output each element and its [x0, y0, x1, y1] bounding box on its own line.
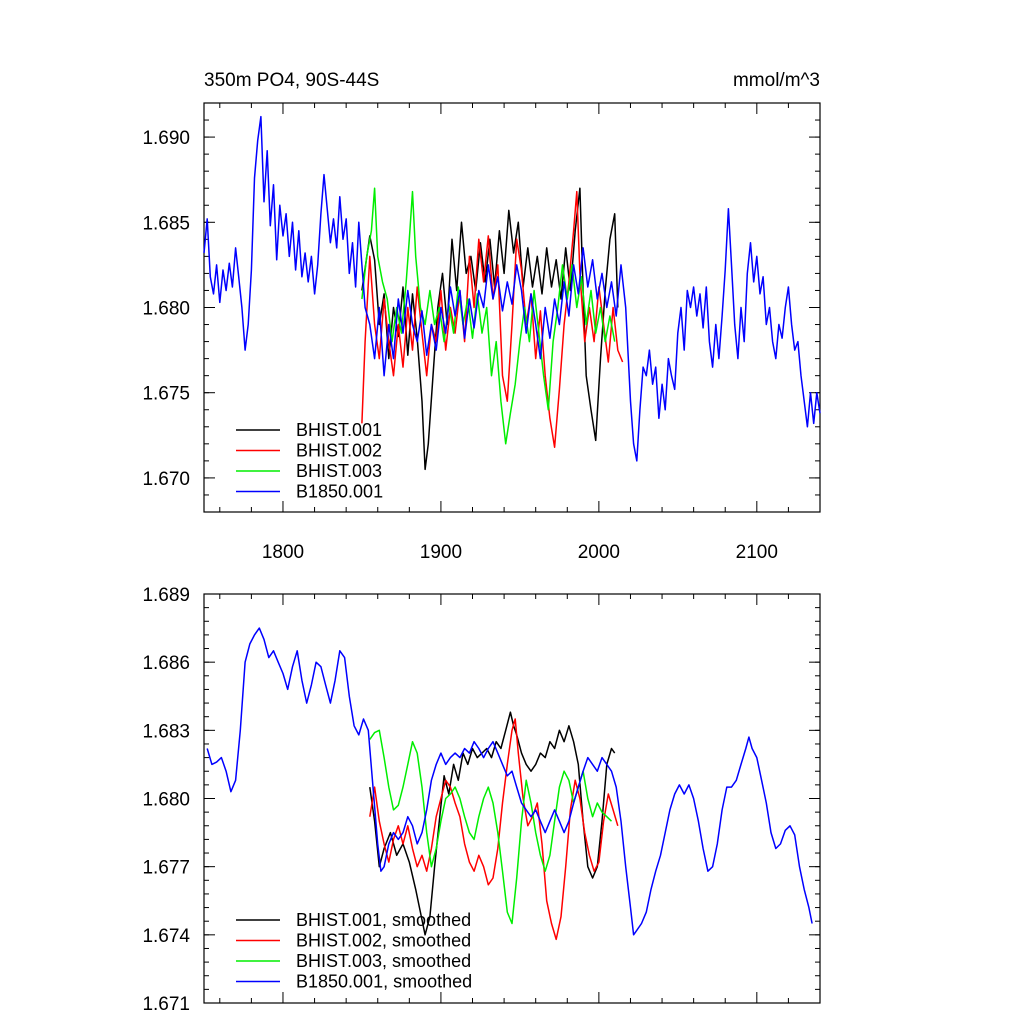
y-tick-label: 1.675 — [142, 384, 190, 405]
y-tick-label: 1.680 — [142, 790, 190, 811]
y-tick-label: 1.674 — [142, 926, 190, 947]
legend-label: BHIST.003, smoothed — [296, 951, 471, 971]
series-line-bhist-003-smoothed — [369, 729, 613, 925]
y-tick-label: 1.677 — [142, 858, 190, 879]
y-tick-label: 1.671 — [142, 994, 190, 1015]
units-label: mmol/m^3 — [733, 70, 820, 91]
x-tick-label: 1800 — [262, 542, 304, 563]
legend-label: B1850.001 — [296, 482, 383, 502]
legend-label: B1850.001, smoothed — [296, 972, 472, 992]
y-tick-label: 1.690 — [142, 128, 190, 149]
y-tick-label: 1.685 — [142, 213, 190, 234]
legend-label: BHIST.001 — [296, 420, 382, 440]
x-tick-label: 2100 — [736, 542, 778, 563]
legend-label: BHIST.001, smoothed — [296, 910, 471, 930]
y-tick-label: 1.670 — [142, 469, 190, 490]
legend-label: BHIST.002, smoothed — [296, 931, 471, 951]
top-chart-panel: 350m PO4, 90S-44S mmol/m^3 1800 1900 2000 2… — [142, 70, 821, 563]
series-line-bhist-001-smoothed — [369, 711, 616, 936]
series-line-bhist-001 — [361, 187, 619, 471]
legend-label: BHIST.002 — [296, 441, 382, 461]
x-tick-label: 2000 — [578, 542, 620, 563]
series-line-b1850-001 — [203, 115, 821, 462]
series-line-bhist-002-smoothed — [369, 718, 619, 941]
bottom-chart-panel: 1.671 1.674 1.677 1.680 1.683 1.686 1.689 BHIST… — [142, 585, 821, 1015]
y-tick-label: 1.683 — [142, 721, 190, 742]
x-tick-label: 1900 — [420, 542, 462, 563]
chart-title: 350m PO4, 90S-44S — [204, 70, 379, 91]
y-tick-label: 1.680 — [142, 299, 190, 320]
y-tick-label: 1.686 — [142, 653, 190, 674]
y-tick-label: 1.689 — [142, 585, 190, 606]
legend-label: BHIST.003 — [296, 461, 382, 481]
series-line-b1850-001-smoothed — [206, 627, 813, 936]
